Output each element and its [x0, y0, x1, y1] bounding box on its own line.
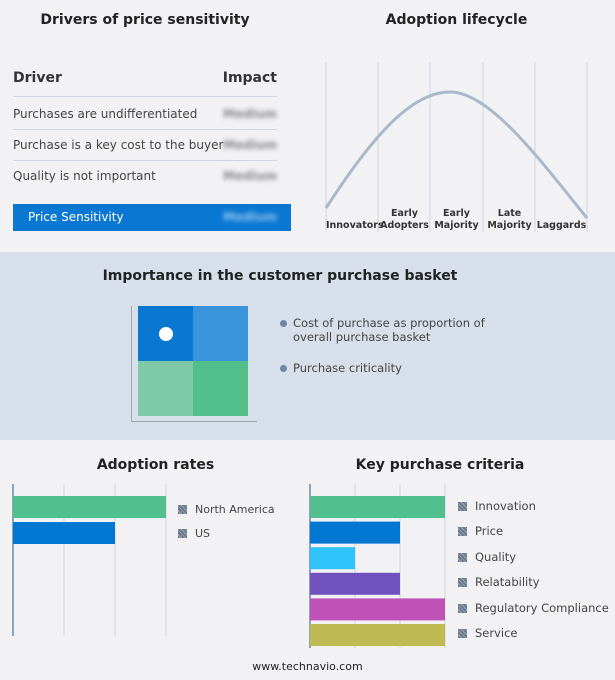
lifecycle-title: Adoption lifecycle: [385, 12, 528, 28]
col-driver: Driver: [13, 70, 62, 86]
lifecycle-chart: [324, 62, 589, 232]
legend-label: Service: [475, 626, 518, 640]
legend-swatch-icon: [458, 527, 467, 537]
matrix-q4: [193, 361, 248, 416]
bar-us: [13, 522, 115, 544]
legend-label: US: [195, 527, 211, 540]
legend-swatch-icon: [458, 578, 467, 588]
driver-row: Purchases are undifferentiated Medium: [13, 99, 277, 130]
legend-item: North America: [178, 503, 275, 516]
lifecycle-stage: Innovators: [326, 220, 384, 231]
driver-label: Quality is not important: [13, 169, 156, 183]
legend-label: Relatability: [475, 575, 540, 590]
driver-impact: Medium: [223, 107, 277, 121]
summary-impact: Medium: [223, 210, 277, 224]
basket-section: [0, 252, 615, 440]
basket-legend-cost: Cost of purchase as proportion of overal…: [280, 316, 490, 344]
summary-label: Price Sensitivity: [28, 210, 124, 224]
matrix-q2: [193, 306, 248, 361]
lifecycle-curve: [324, 90, 589, 219]
adoption-rates-title: Adoption rates: [96, 457, 215, 473]
bar-north-america: [13, 496, 166, 518]
legend-label: Price: [475, 524, 504, 539]
legend-item: Quality: [458, 550, 516, 564]
driver-label: Purchases are undifferentiated: [13, 107, 198, 121]
matrix-q3: [138, 361, 193, 416]
driver-impact: Medium: [223, 138, 277, 152]
legend-item: Regulatory Compliance: [458, 601, 609, 615]
legend-swatch-icon: [458, 552, 467, 562]
legend-item: US: [178, 527, 210, 540]
bar-relatability: [310, 572, 400, 595]
lifecycle-stage: Laggards: [536, 220, 587, 231]
driver-row: Purchase is a key cost to the buyer Mediu…: [13, 130, 277, 161]
price-sensitivity-row: Price Sensitivity Medium: [13, 204, 291, 231]
legend-swatch-icon: [458, 629, 467, 638]
bar-service: [310, 624, 445, 646]
legend-item: Price: [458, 524, 503, 538]
legend-label: Regulatory Compliance: [475, 600, 609, 615]
driver-row: Quality is not important Medium: [13, 161, 277, 192]
basket-legend-criticality: Purchase criticality: [280, 361, 402, 375]
matrix-marker: [159, 327, 173, 341]
driver-impact: Medium: [223, 169, 277, 183]
basket-title: Importance in the customer purchase bask…: [102, 268, 458, 284]
footer-url: www.technavio.com: [252, 660, 363, 673]
driver-label: Purchase is a key cost to the buyer: [13, 138, 224, 152]
legend-label: Innovation: [475, 499, 536, 513]
legend-item: Innovation: [458, 499, 536, 513]
lifecycle-stage: Early Adopters: [380, 208, 429, 231]
bar-price: [310, 521, 400, 544]
drivers-header: Driver Impact: [13, 70, 277, 97]
legend-item: Service: [458, 626, 518, 640]
legend-item: Relatability: [458, 575, 540, 589]
legend-swatch-icon: [178, 529, 187, 538]
col-impact: Impact: [222, 70, 277, 86]
bar-innovation: [310, 496, 445, 518]
legend-swatch-icon: [458, 502, 467, 511]
legend-swatch-icon: [178, 505, 187, 514]
matrix-x-axis: [131, 421, 257, 422]
drivers-title: Drivers of price sensitivity: [40, 12, 250, 28]
matrix-y-axis: [131, 306, 132, 422]
bar-regulatory-compliance: [310, 598, 445, 621]
kpc-title: Key purchase criteria: [355, 457, 525, 473]
legend-label: North America: [195, 503, 275, 516]
bar-quality: [310, 547, 355, 570]
legend-label: Quality: [475, 549, 517, 564]
legend-swatch-icon: [458, 603, 467, 613]
lifecycle-stage: Early Majority: [434, 208, 479, 231]
lifecycle-stage: Late Majority: [487, 208, 532, 231]
